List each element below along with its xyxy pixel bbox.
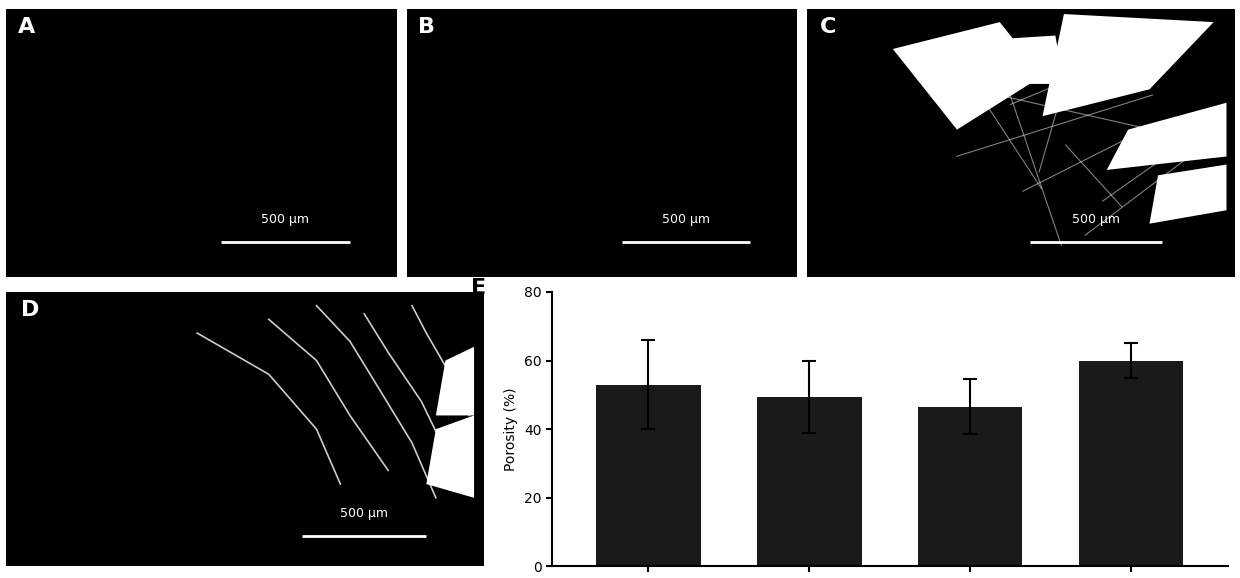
Text: A: A	[17, 17, 35, 37]
Polygon shape	[1149, 165, 1226, 224]
Polygon shape	[893, 22, 1043, 129]
Text: 500 μm: 500 μm	[340, 507, 388, 520]
Bar	[1079, 361, 1183, 566]
Text: 500 μm: 500 μm	[662, 213, 711, 227]
Polygon shape	[427, 416, 474, 498]
Bar	[918, 407, 1023, 566]
Bar	[756, 397, 862, 566]
Polygon shape	[436, 347, 474, 416]
Bar	[596, 384, 701, 566]
Text: 500 μm: 500 μm	[1073, 213, 1120, 227]
Text: B: B	[418, 17, 435, 37]
Polygon shape	[970, 36, 1064, 84]
Polygon shape	[1106, 103, 1226, 170]
Text: E: E	[471, 278, 486, 298]
Polygon shape	[1043, 14, 1214, 116]
Y-axis label: Porosity (%): Porosity (%)	[505, 387, 518, 471]
Text: C: C	[820, 17, 837, 37]
Text: D: D	[21, 300, 38, 320]
Text: 500 μm: 500 μm	[262, 213, 310, 227]
